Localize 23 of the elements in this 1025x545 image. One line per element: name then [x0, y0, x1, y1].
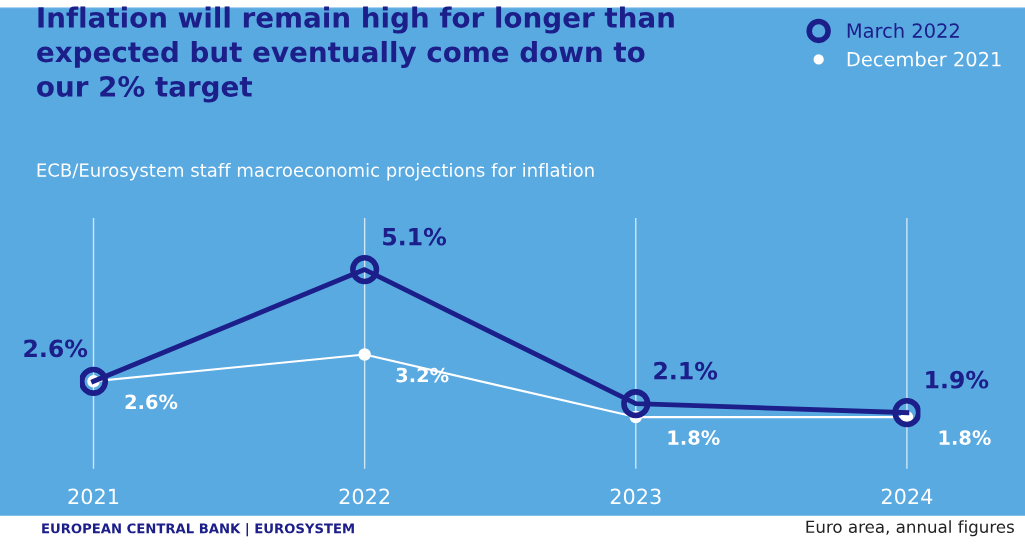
data-label: 2.6%: [125, 394, 178, 410]
x-tick-label: 2022: [339, 488, 390, 505]
data-label: 5.1%: [383, 227, 447, 246]
data-label: 1.9%: [926, 370, 989, 389]
data-label: 1.8%: [668, 430, 720, 445]
data-label: 2.6%: [24, 339, 88, 358]
point: [621, 389, 651, 419]
data-label: 3.2%: [396, 367, 449, 383]
x-tick-label: 2023: [610, 488, 661, 505]
point: [892, 398, 921, 428]
point: [358, 348, 371, 361]
point: [79, 366, 109, 396]
text: Euro area, annual figures: [806, 520, 1014, 537]
text: EUROPEAN CENTRAL BANK | EUROSYSTEM: [42, 523, 354, 537]
point: [350, 255, 380, 285]
data-label: 2.1%: [654, 361, 718, 380]
legend-label: December 2021: [847, 51, 1001, 67]
legend-label: March 2022: [847, 22, 959, 38]
x-tick-label: 2021: [68, 488, 119, 505]
x-tick-label: 2024: [881, 488, 933, 505]
chart-title: Inflation will remain high for longer than expected but eventually come down to our 2% target: [37, 6, 674, 103]
data-label: 1.8%: [939, 430, 991, 445]
chart-subtitle: ECB/Eurosystem staff macroeconomic projections for inflation: [37, 162, 594, 181]
